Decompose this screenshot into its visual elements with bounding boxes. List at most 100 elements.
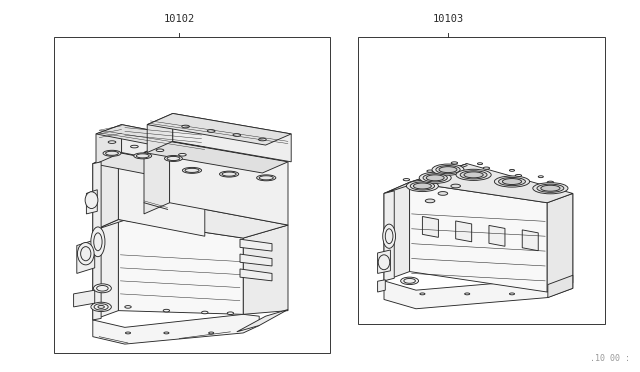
Ellipse shape <box>410 182 435 190</box>
Polygon shape <box>74 290 95 307</box>
Ellipse shape <box>108 141 116 143</box>
Polygon shape <box>548 275 573 298</box>
Polygon shape <box>86 190 97 214</box>
Ellipse shape <box>537 184 564 192</box>
Polygon shape <box>522 230 538 251</box>
Ellipse shape <box>257 175 276 181</box>
Ellipse shape <box>436 166 460 174</box>
Polygon shape <box>96 125 208 151</box>
Text: 10103: 10103 <box>433 14 463 24</box>
Polygon shape <box>93 203 170 231</box>
Ellipse shape <box>233 134 241 136</box>
Ellipse shape <box>423 174 447 182</box>
Polygon shape <box>384 279 557 309</box>
Polygon shape <box>93 219 118 320</box>
Ellipse shape <box>131 145 138 148</box>
Ellipse shape <box>419 172 451 183</box>
Ellipse shape <box>182 125 189 128</box>
Polygon shape <box>456 221 472 242</box>
Ellipse shape <box>439 167 457 173</box>
Polygon shape <box>77 240 95 273</box>
Polygon shape <box>118 219 243 314</box>
Ellipse shape <box>403 179 410 181</box>
Polygon shape <box>243 225 288 314</box>
Ellipse shape <box>134 153 152 159</box>
Text: .10 00 :: .10 00 : <box>590 354 630 363</box>
Polygon shape <box>410 164 573 203</box>
Polygon shape <box>147 113 173 153</box>
Ellipse shape <box>460 171 487 179</box>
Polygon shape <box>93 153 205 180</box>
Ellipse shape <box>125 306 131 308</box>
Ellipse shape <box>483 167 490 169</box>
Polygon shape <box>122 125 208 169</box>
Text: 10102: 10102 <box>164 14 195 24</box>
Ellipse shape <box>426 175 444 181</box>
Polygon shape <box>240 239 272 251</box>
Ellipse shape <box>464 172 483 178</box>
Ellipse shape <box>451 184 461 188</box>
Ellipse shape <box>406 180 438 192</box>
Ellipse shape <box>425 199 435 203</box>
Ellipse shape <box>259 138 266 141</box>
Ellipse shape <box>227 312 234 315</box>
Polygon shape <box>384 164 467 193</box>
Polygon shape <box>378 280 385 292</box>
Polygon shape <box>173 113 291 162</box>
Ellipse shape <box>401 277 419 285</box>
Ellipse shape <box>438 192 448 195</box>
Ellipse shape <box>502 179 522 185</box>
Polygon shape <box>384 182 410 281</box>
Polygon shape <box>147 113 291 145</box>
Ellipse shape <box>93 284 111 293</box>
Polygon shape <box>93 153 118 231</box>
Polygon shape <box>118 203 288 238</box>
Polygon shape <box>410 182 547 292</box>
Ellipse shape <box>77 243 94 265</box>
Polygon shape <box>378 250 390 273</box>
Ellipse shape <box>413 183 431 189</box>
Bar <box>358 37 605 324</box>
Polygon shape <box>93 314 259 344</box>
Ellipse shape <box>103 150 121 156</box>
Ellipse shape <box>182 167 202 173</box>
Polygon shape <box>237 310 288 332</box>
Polygon shape <box>547 193 573 292</box>
Ellipse shape <box>494 176 530 187</box>
Polygon shape <box>118 153 205 236</box>
Ellipse shape <box>91 302 111 312</box>
Ellipse shape <box>220 171 239 177</box>
Ellipse shape <box>378 255 390 270</box>
Ellipse shape <box>515 174 522 177</box>
Ellipse shape <box>85 192 98 208</box>
Ellipse shape <box>98 305 104 308</box>
Polygon shape <box>422 217 438 237</box>
Polygon shape <box>93 162 101 320</box>
Ellipse shape <box>432 164 464 175</box>
Ellipse shape <box>164 155 182 161</box>
Ellipse shape <box>383 224 396 248</box>
Bar <box>54 37 330 353</box>
Polygon shape <box>384 191 394 281</box>
Ellipse shape <box>541 185 560 191</box>
Polygon shape <box>144 141 288 173</box>
Ellipse shape <box>207 129 215 132</box>
Ellipse shape <box>202 311 208 314</box>
Ellipse shape <box>547 181 554 183</box>
Polygon shape <box>547 193 573 298</box>
Ellipse shape <box>156 149 164 152</box>
Ellipse shape <box>179 153 186 156</box>
Ellipse shape <box>91 227 105 257</box>
Ellipse shape <box>163 310 170 312</box>
Polygon shape <box>240 269 272 281</box>
Ellipse shape <box>427 170 433 172</box>
Polygon shape <box>170 141 288 225</box>
Ellipse shape <box>532 183 568 194</box>
Ellipse shape <box>499 177 525 186</box>
Polygon shape <box>96 125 122 164</box>
Polygon shape <box>144 141 170 214</box>
Ellipse shape <box>456 169 492 180</box>
Polygon shape <box>240 254 272 266</box>
Ellipse shape <box>451 162 458 164</box>
Polygon shape <box>489 225 505 246</box>
